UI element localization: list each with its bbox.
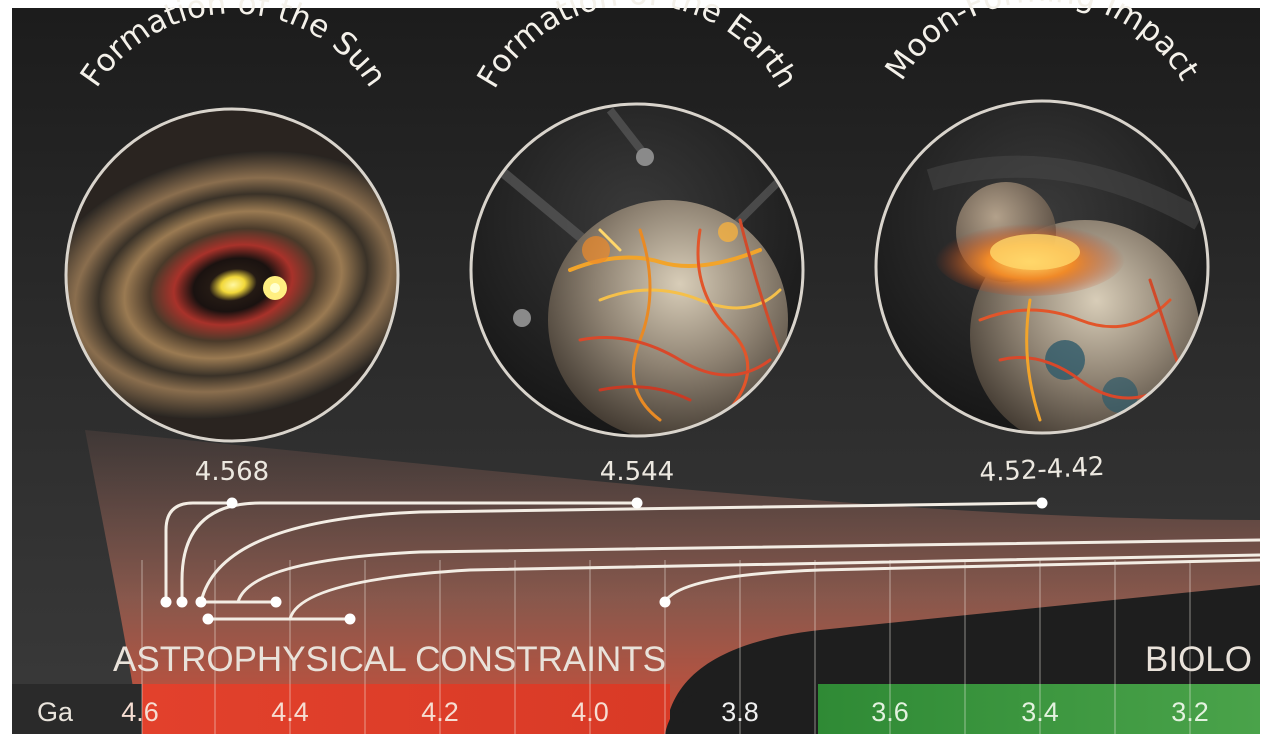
grid-lines xyxy=(141,560,1191,734)
axis-tick-4-6: 4.6 xyxy=(121,697,159,727)
event-date-earth: 4.544 xyxy=(600,457,674,487)
sun-formation-illustration xyxy=(64,107,400,443)
axis-tick-4-2: 4.2 xyxy=(421,697,459,727)
connector-lines xyxy=(164,501,1261,621)
moon-impact-illustration xyxy=(874,99,1210,435)
axis-unit-bg xyxy=(12,684,142,734)
event-date-sun: 4.568 xyxy=(195,457,269,487)
axis-tick-4-4: 4.4 xyxy=(271,697,309,727)
axis-tick-3-8: 3.8 xyxy=(721,697,759,727)
event-date-moon: 4.52-4.42 xyxy=(979,452,1106,489)
axis-tick-3-6: 3.6 xyxy=(871,697,909,727)
bio-band-label: BIOLO xyxy=(1145,640,1252,679)
bio-bar xyxy=(818,684,1260,734)
axis-unit-label: Ga xyxy=(37,697,74,727)
axis-tick-3-2: 3.2 xyxy=(1171,697,1209,727)
axis-tick-3-4: 3.4 xyxy=(1021,697,1059,727)
connector-dots xyxy=(160,497,1048,625)
axis-tick-4-0: 4.0 xyxy=(571,697,609,727)
transition-bar xyxy=(665,684,820,734)
astro-band-label: ASTROPHYSICAL CONSTRAINTS xyxy=(113,640,666,679)
astro-bar xyxy=(142,684,670,734)
lava-cracks xyxy=(568,218,792,422)
earth-formation-illustration xyxy=(469,102,805,438)
